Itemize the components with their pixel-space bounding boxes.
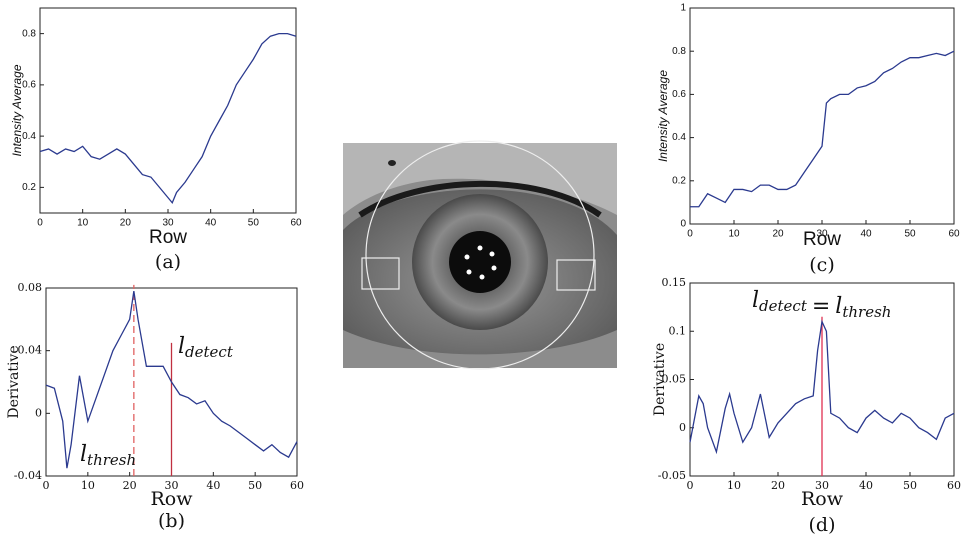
x-tick-label: 40 — [859, 479, 873, 492]
annotation-label: ldetect — [178, 334, 234, 361]
y-tick-label: 0.2 — [22, 182, 36, 193]
x-tick-label: 30 — [165, 479, 179, 492]
x-tick-label: 20 — [123, 479, 137, 492]
annotation-subscript: detect — [759, 297, 808, 315]
x-tick-label: 50 — [248, 479, 262, 492]
y-tick-label: 0.1 — [669, 324, 687, 337]
y-axis-label: Derivative — [652, 343, 668, 416]
data-line — [39, 32, 297, 204]
x-tick-label: 60 — [290, 479, 304, 492]
eye-image — [343, 140, 617, 370]
y-tick-label: 0 — [35, 406, 42, 419]
y-tick-label: 0 — [680, 219, 686, 230]
y-tick-label: 0.6 — [22, 80, 36, 91]
caption: (d) — [809, 514, 836, 536]
x-tick-label: 60 — [290, 218, 302, 229]
x-tick-label: 50 — [904, 229, 916, 240]
x-tick-label: 0 — [687, 479, 694, 492]
x-tick-label: 40 — [206, 479, 220, 492]
y-tick-label: 0.08 — [18, 281, 43, 294]
annotation-text: l — [835, 294, 842, 319]
annotation-subscript: thresh — [87, 451, 136, 469]
y-axis-label: Intensity Average — [656, 70, 670, 162]
x-tick-label: 0 — [687, 229, 693, 240]
y-tick-label: 0.8 — [22, 28, 36, 39]
x-tick-label: 0 — [37, 218, 43, 229]
x-tick-label: 10 — [728, 229, 740, 240]
y-tick-label: 0.05 — [662, 373, 687, 386]
x-tick-label: 60 — [947, 479, 961, 492]
x-tick-label: 10 — [727, 479, 741, 492]
x-tick-label: 30 — [162, 218, 174, 229]
x-axis-label: Row — [803, 229, 841, 250]
caption: (a) — [155, 251, 181, 273]
y-tick-label: 1 — [680, 3, 686, 14]
annotation-text: = — [812, 294, 830, 319]
x-tick-label: 0 — [43, 479, 50, 492]
x-tick-label: 40 — [860, 229, 872, 240]
x-tick-label: 30 — [816, 229, 828, 240]
annotation-text: l — [752, 288, 759, 313]
x-axis-label: Row — [150, 488, 193, 510]
y-tick-label: 0.4 — [672, 132, 686, 143]
x-tick-label: 20 — [772, 229, 784, 240]
x-tick-label: 10 — [81, 479, 95, 492]
annotation-label: ldetect = lthresh — [752, 288, 891, 321]
x-axis-label: Row — [149, 227, 187, 248]
caption: (b) — [158, 510, 185, 532]
y-tick-label: 0 — [679, 421, 686, 434]
x-tick-label: 30 — [815, 479, 829, 492]
y-tick-label: 0.4 — [22, 131, 36, 142]
y-tick-label: 0.2 — [672, 175, 686, 186]
y-tick-label: 0.8 — [672, 46, 686, 57]
y-tick-label: -0.04 — [14, 469, 42, 482]
annotation-text: l — [178, 334, 185, 359]
data-line — [690, 50, 955, 208]
x-tick-label: 60 — [948, 229, 960, 240]
x-tick-label: 50 — [248, 218, 260, 229]
x-tick-label: 50 — [903, 479, 917, 492]
y-tick-label: 0.6 — [672, 89, 686, 100]
x-tick-label: 40 — [205, 218, 217, 229]
y-tick-label: 0.04 — [18, 344, 43, 357]
y-axis-label: Derivative — [6, 345, 22, 418]
y-tick-label: 0.15 — [662, 276, 687, 289]
plot-frame — [689, 7, 955, 225]
x-tick-label: 20 — [120, 218, 132, 229]
caption: (c) — [809, 254, 834, 276]
annotation-label: lthresh — [80, 442, 136, 469]
data-line — [689, 319, 955, 455]
x-tick-label: 20 — [771, 479, 785, 492]
annotation-subscript: thresh — [842, 303, 891, 321]
plot-frame — [39, 7, 297, 214]
x-axis-label: Row — [801, 488, 844, 510]
y-tick-label: -0.05 — [658, 469, 686, 482]
y-axis-label: Intensity Average — [10, 64, 24, 156]
data-line — [45, 291, 298, 469]
annotation-text: l — [80, 442, 87, 467]
annotation-subscript: detect — [185, 343, 234, 361]
x-tick-label: 10 — [77, 218, 89, 229]
